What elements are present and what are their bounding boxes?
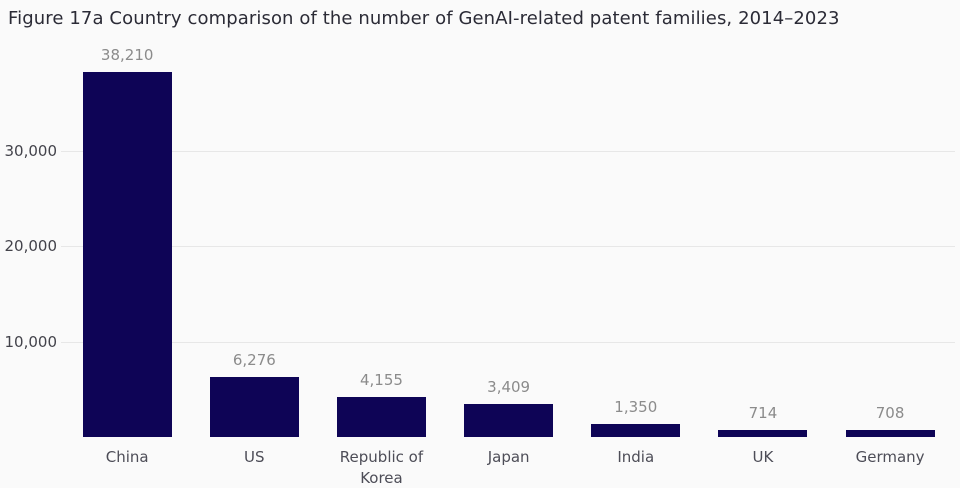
bar-india [591, 424, 681, 437]
x-axis-category-label: Germany [855, 448, 925, 466]
bar-china [82, 72, 172, 437]
x-axis-category-label: UK [752, 448, 774, 466]
bar-value-label: 3,409 [487, 378, 531, 396]
bar-uk [718, 430, 808, 437]
bar-value-label: 4,155 [359, 371, 403, 389]
bar-value-label: 6,276 [232, 351, 276, 369]
y-axis-tick-label: 20,000 [4, 237, 58, 255]
y-axis-tick-label: 30,000 [4, 141, 58, 160]
x-axis-category-label: China [105, 448, 149, 466]
bar-value-label: 38,210 [100, 46, 154, 64]
bar-value-label: 1,350 [614, 398, 658, 416]
x-axis-category-label: US [244, 448, 265, 466]
x-axis-category-label: Republic of Korea [339, 448, 424, 487]
y-gridline-30000 [61, 150, 955, 152]
x-axis-category-label: India [617, 448, 655, 466]
bar-germany [845, 430, 935, 437]
y-gridline-20000 [61, 246, 955, 247]
bar-value-label: 708 [875, 404, 905, 422]
chart-title: Figure 17a Country comparison of the num… [8, 8, 840, 29]
bar-us [209, 377, 299, 437]
bar-japan [464, 404, 554, 437]
y-axis-tick-label: 10,000 [4, 332, 58, 351]
bar-value-label: 714 [748, 404, 778, 422]
y-gridline-10000 [61, 341, 955, 343]
bar-republic-of-korea [336, 397, 426, 437]
x-axis-category-label: Japan [487, 448, 530, 466]
